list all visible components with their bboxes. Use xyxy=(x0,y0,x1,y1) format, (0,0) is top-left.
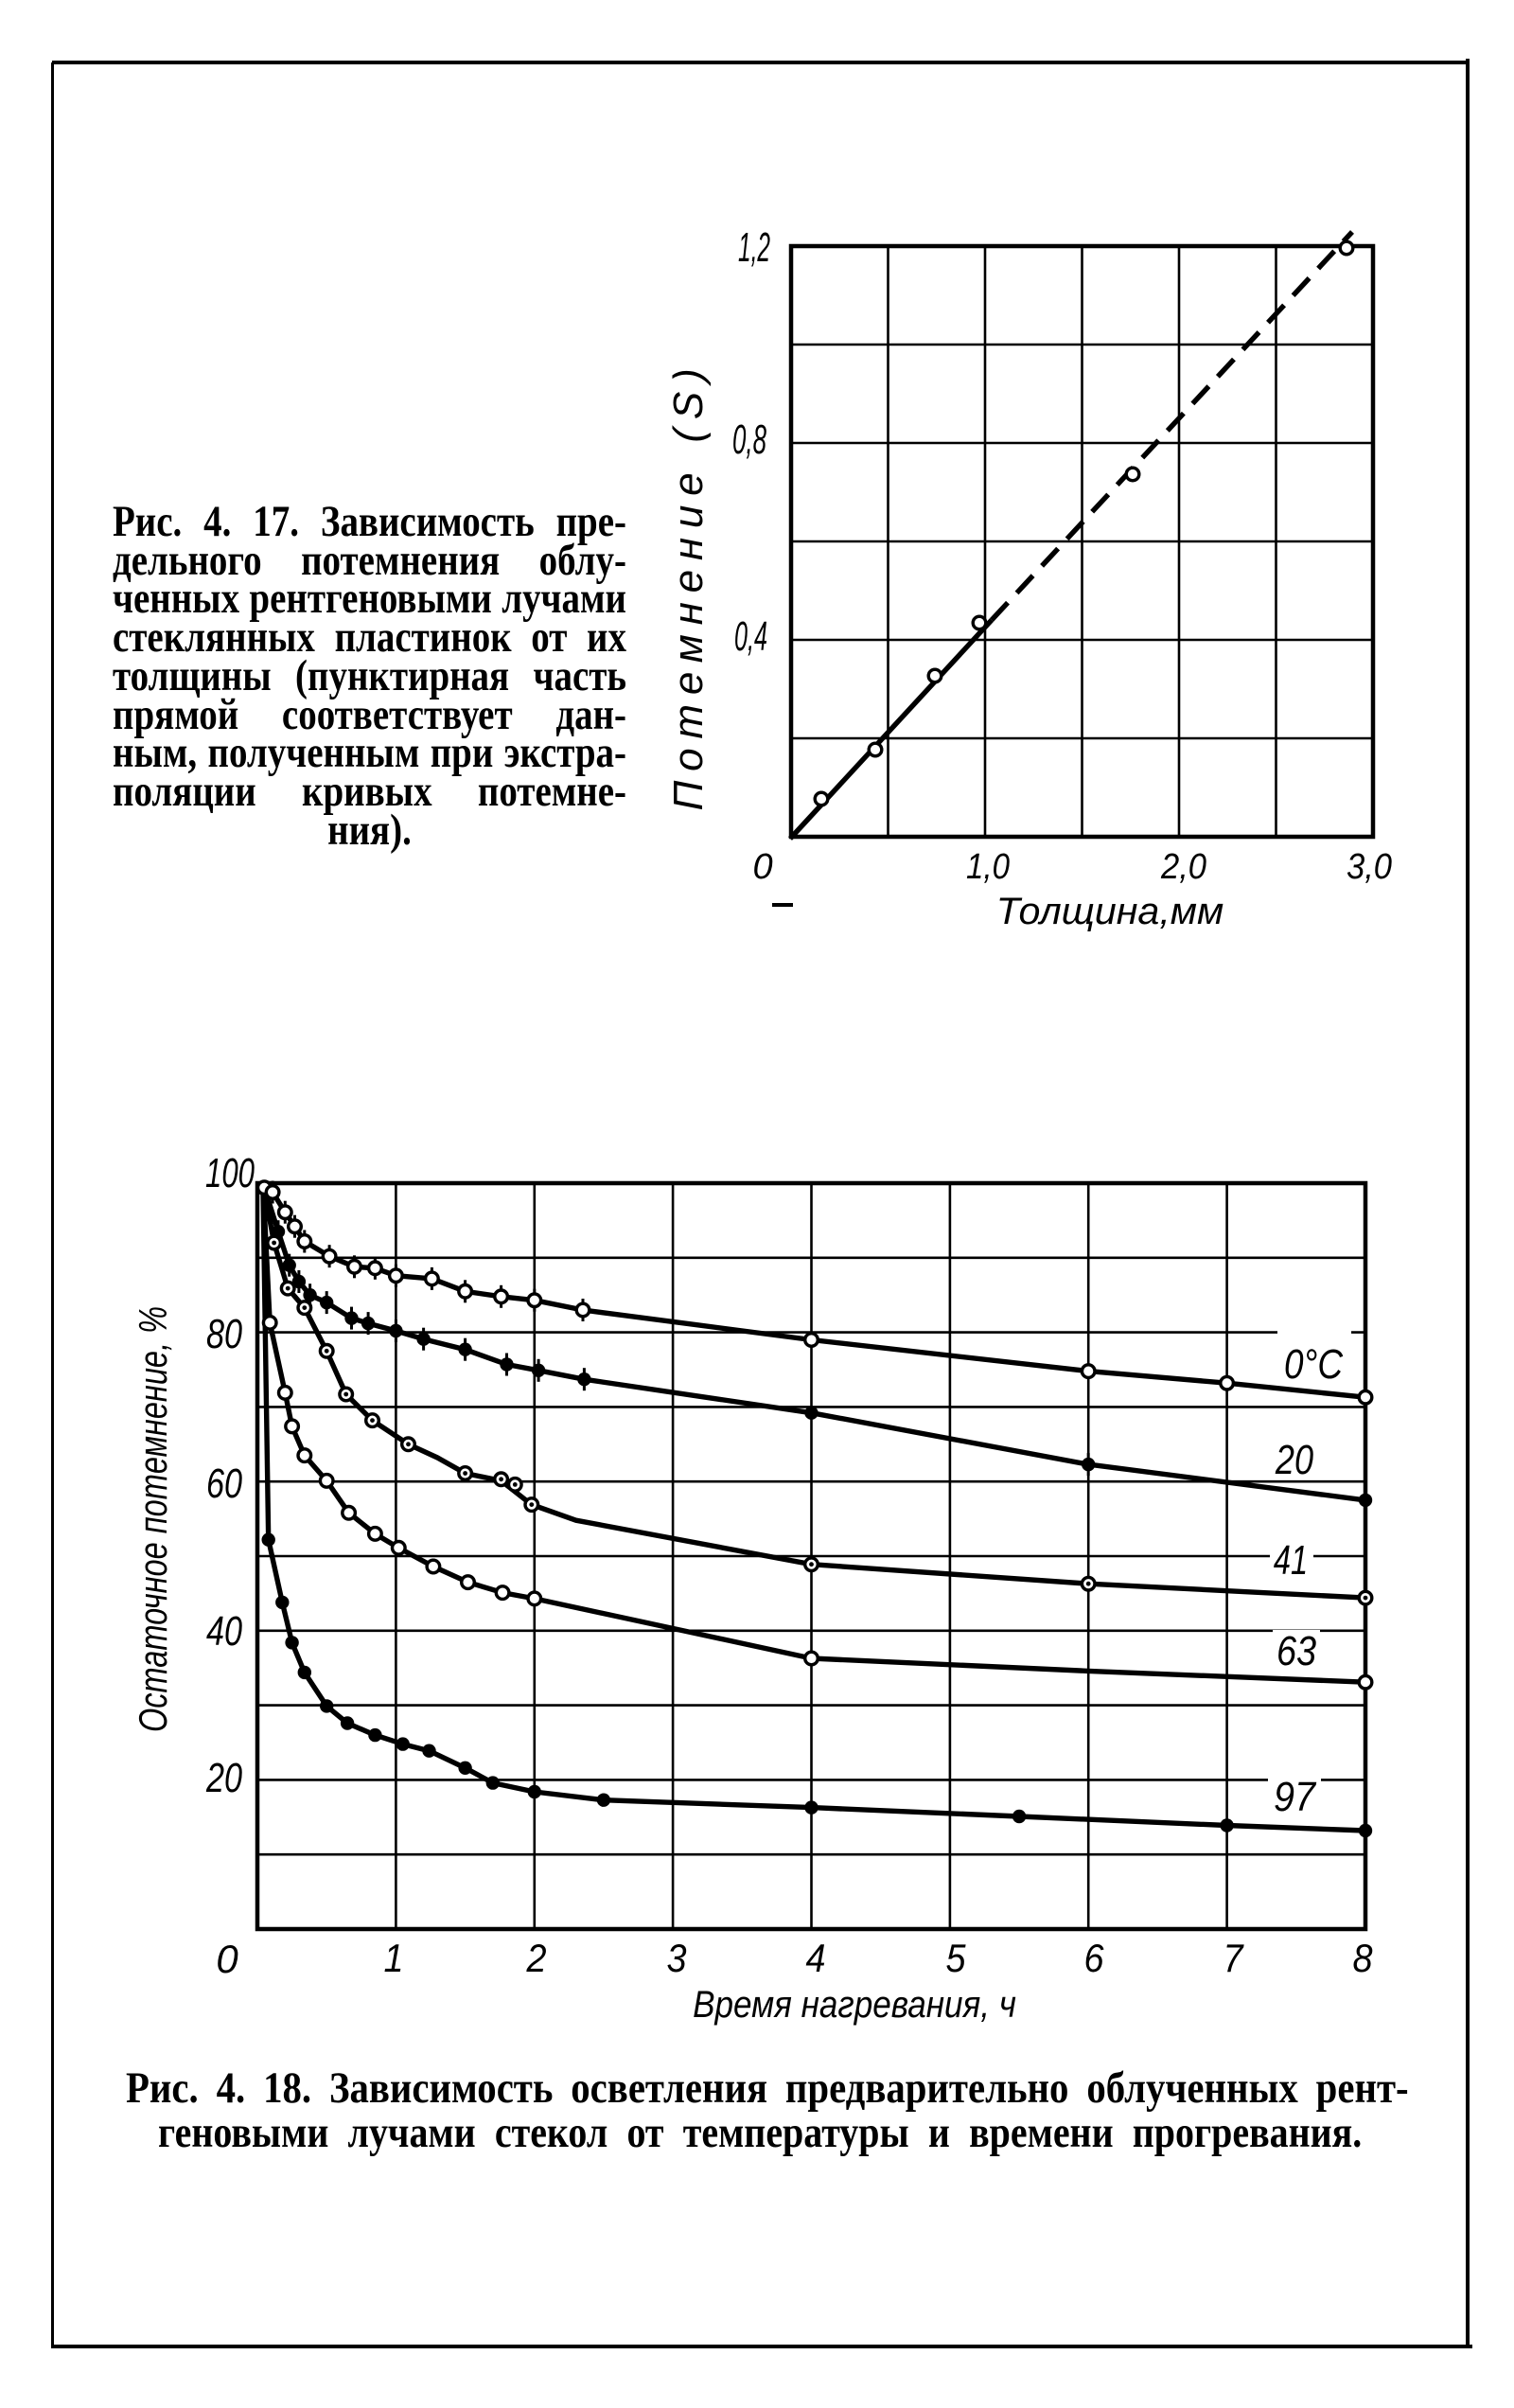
svg-text:Время нагревания, ч: Время нагревания, ч xyxy=(693,1983,1016,2026)
svg-text:0: 0 xyxy=(752,847,772,887)
svg-text:5: 5 xyxy=(945,1937,966,1980)
svg-text:20: 20 xyxy=(205,1755,242,1801)
svg-text:0°С: 0°С xyxy=(1284,1340,1344,1388)
svg-text:1: 1 xyxy=(383,1937,403,1980)
svg-text:2: 2 xyxy=(526,1937,547,1980)
svg-text:3,0: 3,0 xyxy=(1347,845,1392,886)
svg-text:20: 20 xyxy=(1275,1437,1314,1483)
svg-text:2,0: 2,0 xyxy=(1160,845,1206,886)
svg-text:40: 40 xyxy=(206,1608,242,1655)
svg-text:6: 6 xyxy=(1083,1937,1104,1980)
svg-text:7: 7 xyxy=(1223,1937,1244,1980)
svg-text:1,0: 1,0 xyxy=(966,846,1010,887)
svg-text:60: 60 xyxy=(206,1461,242,1507)
svg-text:3: 3 xyxy=(666,1937,686,1980)
svg-text:Остаточное потемнение, %: Остаточное потемнение, % xyxy=(131,1306,175,1732)
svg-text:4: 4 xyxy=(805,1937,825,1980)
svg-text:1,2: 1,2 xyxy=(738,223,770,270)
svg-text:0: 0 xyxy=(216,1937,238,1981)
svg-text:80: 80 xyxy=(206,1311,242,1357)
svg-text:8: 8 xyxy=(1352,1937,1372,1980)
svg-text:Потемнение (S): Потемнение (S) xyxy=(665,359,712,810)
svg-text:0,8: 0,8 xyxy=(732,416,766,463)
svg-text:Толщина,мм: Толщина,мм xyxy=(996,890,1224,932)
svg-text:63: 63 xyxy=(1276,1627,1316,1673)
svg-text:100: 100 xyxy=(205,1150,255,1197)
svg-text:97: 97 xyxy=(1274,1773,1317,1819)
svg-text:0,4: 0,4 xyxy=(734,613,767,660)
svg-text:41: 41 xyxy=(1274,1537,1308,1584)
